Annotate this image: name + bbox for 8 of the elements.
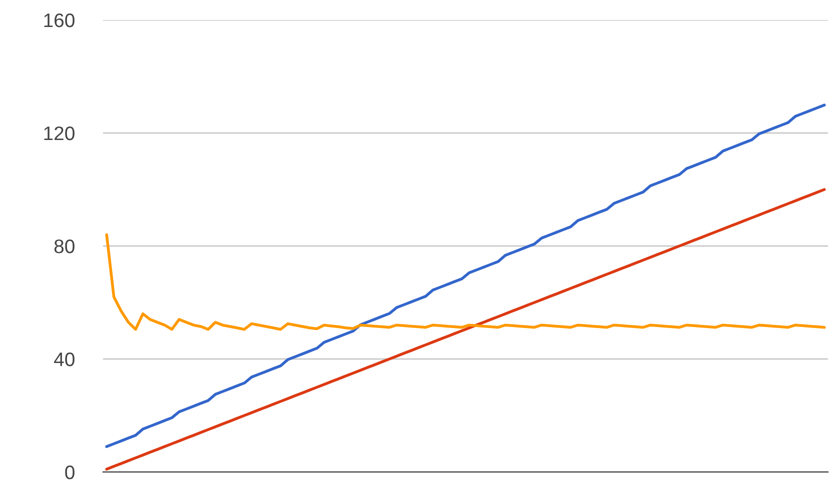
y-tick-label: 120: [44, 126, 74, 140]
y-tick-label: 80: [54, 239, 74, 254]
line-series: [105, 188, 826, 471]
line-series: [105, 233, 826, 331]
y-tick-label: 160: [44, 13, 74, 28]
line-series: [105, 104, 826, 448]
y-tick-label: 0: [65, 465, 74, 480]
y-tick-label: 40: [54, 352, 74, 366]
